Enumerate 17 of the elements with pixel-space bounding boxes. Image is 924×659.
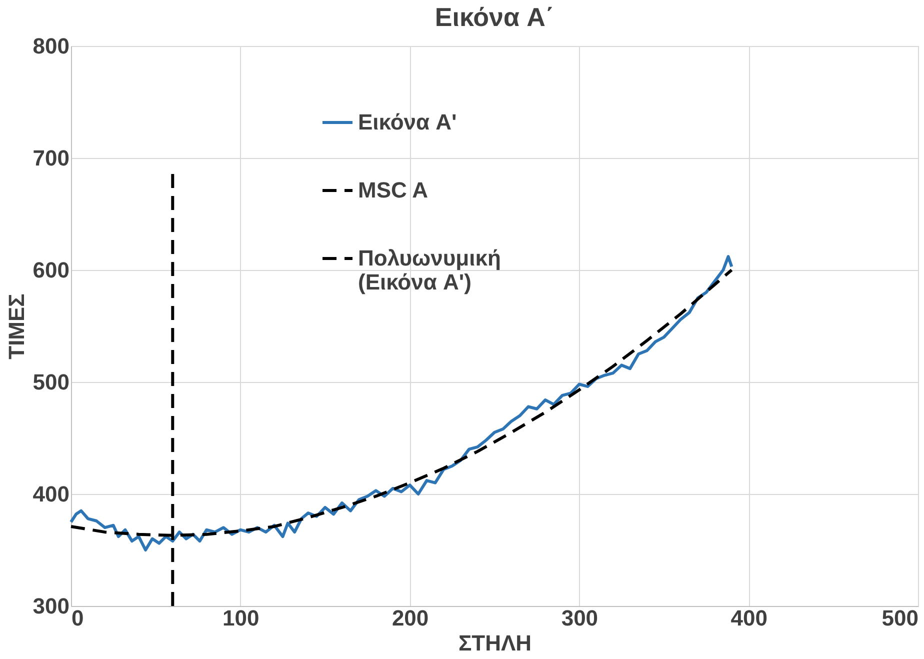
y-axis-title: ΤΙΜΕΣ (4, 294, 29, 360)
x-axis-title: ΣΤΗΛΗ (458, 630, 532, 656)
x-tick-label: 200 (392, 606, 429, 630)
legend-label: Εικόνα A' (358, 110, 457, 134)
x-tick-label: 500 (882, 606, 918, 630)
x-tick-label: 100 (222, 606, 260, 630)
y-tick-label: 700 (32, 146, 70, 170)
chart-title: Εικόνα A΄ (434, 2, 554, 32)
legend-label: Πολυωνυμική (Εικόνα A') (358, 246, 501, 294)
y-tick-label: 500 (32, 370, 70, 394)
x-tick-label: 400 (730, 606, 768, 630)
y-tick-label: 800 (32, 34, 70, 58)
x-tick-label: 0 (72, 606, 84, 630)
y-tick-label: 600 (32, 258, 70, 282)
legend-label: MSC A (358, 178, 428, 202)
x-tick-label: 300 (561, 606, 598, 630)
y-tick-label: 400 (32, 482, 70, 506)
